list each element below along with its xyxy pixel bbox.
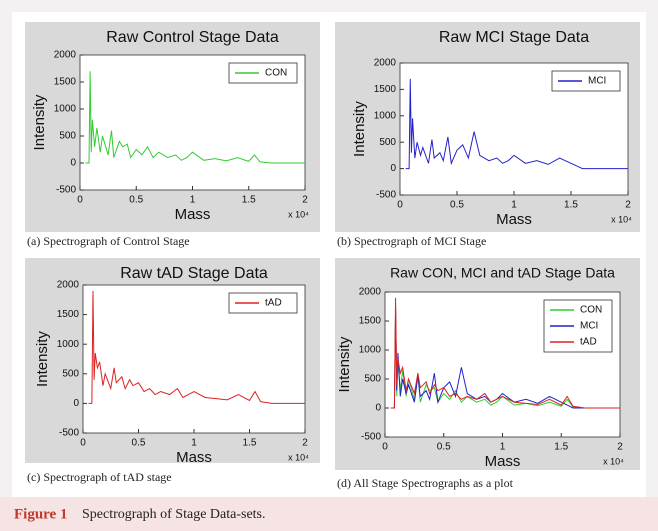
y-tick-label: 1000 [359, 345, 382, 356]
x-multiplier: x 10⁴ [288, 209, 309, 219]
x-tick-label: 1 [500, 442, 506, 453]
x-tick-label: 2 [625, 200, 631, 211]
legend-box [228, 62, 298, 84]
legend-label: MCI [588, 76, 606, 87]
y-tick-label: 1500 [54, 77, 77, 88]
y-tick-label: 1500 [374, 84, 397, 95]
y-axis-label: Intensity [31, 94, 48, 150]
x-tick-label: 2 [302, 438, 308, 449]
legend-label: MCI [580, 321, 598, 332]
chart-title: Raw tAD Stage Data [120, 265, 268, 282]
x-tick-label: 1.5 [243, 438, 257, 449]
legend-label: tAD [265, 298, 282, 309]
x-tick-label: 0.5 [437, 442, 451, 453]
y-tick-label: 500 [62, 368, 79, 379]
x-tick-label: 0 [382, 442, 388, 453]
panel-caption: (c) Spectrograph of tAD stage [27, 470, 172, 484]
x-tick-label: 1.5 [242, 195, 256, 206]
panel-caption: (a) Spectrograph of Control Stage [27, 234, 190, 248]
legend-label: CON [580, 305, 602, 316]
y-tick-label: 1000 [374, 110, 397, 121]
chart-title: Raw MCI Stage Data [439, 29, 589, 46]
y-tick-label: 0 [375, 403, 381, 414]
y-axis-label: Intensity [336, 336, 353, 392]
x-tick-label: 0 [77, 195, 83, 206]
x-tick-label: 0.5 [450, 200, 464, 211]
x-axis-label: Mass [485, 453, 521, 470]
spectrum-line [405, 78, 628, 170]
spectrum-line [85, 71, 305, 164]
caption-bar [0, 497, 658, 531]
panel-caption: (b) Spectrograph of MCI Stage [337, 234, 486, 248]
y-tick-label: 500 [379, 137, 396, 148]
legend-box [228, 292, 298, 314]
chart-title: Raw Control Stage Data [106, 29, 279, 46]
y-tick-label: 2000 [359, 287, 382, 298]
x-tick-label: 1.5 [554, 442, 568, 453]
x-tick-label: 0 [397, 200, 403, 211]
spectrum-line [390, 297, 620, 409]
x-tick-label: 0.5 [129, 195, 143, 206]
x-tick-label: 1.5 [564, 200, 578, 211]
spectrum-line [88, 290, 305, 404]
y-tick-label: 2000 [374, 58, 397, 69]
y-tick-label: 500 [59, 131, 76, 142]
legend-label: CON [265, 68, 287, 79]
x-tick-label: 1 [511, 200, 517, 211]
spectrum-line [390, 309, 620, 409]
figure-label: Figure 1 [14, 506, 67, 522]
y-tick-label: 2000 [57, 280, 80, 291]
y-tick-label: 0 [70, 158, 76, 169]
x-tick-label: 2 [617, 442, 623, 453]
figure-caption: Spectrograph of Stage Data-sets. [82, 507, 266, 522]
legend-label: tAD [580, 337, 597, 348]
y-tick-label: 500 [364, 374, 381, 385]
x-tick-label: 2 [302, 195, 308, 206]
x-tick-label: 1 [191, 438, 197, 449]
x-axis-label: Mass [496, 211, 532, 228]
y-tick-label: -500 [376, 190, 396, 201]
y-tick-label: 0 [390, 163, 396, 174]
x-tick-label: 0.5 [132, 438, 146, 449]
spectrum-line [390, 309, 620, 409]
y-tick-label: 1000 [57, 339, 80, 350]
chart-title: Raw CON, MCI and tAD Stage Data [390, 265, 615, 281]
y-tick-label: -500 [59, 428, 79, 439]
y-tick-label: 1000 [54, 104, 77, 115]
y-tick-label: 1500 [359, 316, 382, 327]
x-multiplier: x 10⁴ [288, 452, 309, 462]
x-axis-label: Mass [176, 449, 212, 466]
y-tick-label: 1500 [57, 309, 80, 320]
y-tick-label: -500 [56, 185, 76, 196]
y-tick-label: 2000 [54, 50, 77, 61]
x-tick-label: 1 [190, 195, 196, 206]
x-axis-label: Mass [175, 206, 211, 223]
y-axis-label: Intensity [351, 101, 368, 157]
x-multiplier: x 10⁴ [611, 214, 632, 224]
x-tick-label: 0 [80, 438, 86, 449]
panel-caption: (d) All Stage Spectrographs as a plot [337, 476, 514, 490]
legend-box [551, 70, 621, 92]
y-tick-label: -500 [361, 432, 381, 443]
y-tick-label: 0 [73, 398, 79, 409]
y-axis-label: Intensity [34, 331, 51, 387]
x-multiplier: x 10⁴ [603, 456, 624, 466]
